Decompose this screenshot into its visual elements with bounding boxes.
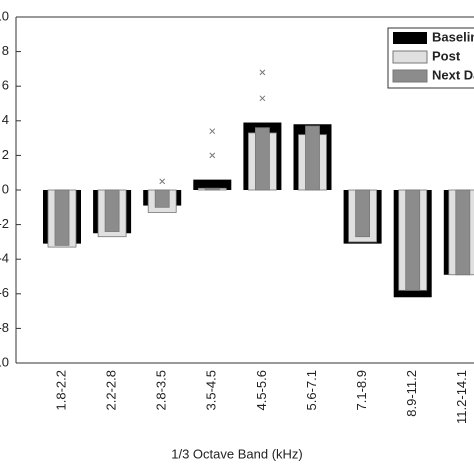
- y-tick-label: 6: [2, 78, 9, 93]
- bar: [54, 189, 70, 246]
- bar: [193, 179, 232, 190]
- x-tick-label: 5.6-7.1: [304, 370, 319, 410]
- outlier: [159, 178, 166, 185]
- outlier: [209, 152, 216, 159]
- y-tick-label: 0: [2, 181, 9, 196]
- legend-label: Next Day: [432, 67, 474, 82]
- x-tick-label: 3.5-4.5: [204, 370, 219, 410]
- x-tick-label: 1.8-2.2: [53, 370, 68, 410]
- y-tick-label: -8: [0, 320, 9, 335]
- legend: Baseline Post Next Day: [387, 27, 474, 89]
- y-tick-label: 2: [2, 147, 9, 162]
- x-axis-label: 1/3 Octave Band (kHz): [171, 446, 303, 461]
- bar: [405, 189, 421, 291]
- y-tick-label: 4: [2, 112, 9, 127]
- y-tick-label: 8: [2, 43, 9, 58]
- bar: [455, 189, 471, 276]
- legend-swatch: [392, 69, 428, 83]
- outlier: [259, 69, 266, 76]
- bar: [104, 189, 120, 232]
- legend-label: Post: [432, 48, 461, 63]
- outlier: [209, 128, 216, 135]
- legend-swatch: [393, 32, 427, 44]
- bar: [204, 187, 220, 191]
- x-tick-label: 4.5-5.6: [254, 370, 269, 410]
- x-tick-label: 8.9-11.2: [404, 370, 419, 417]
- outlier: [259, 95, 266, 102]
- y-tick-label: 10: [0, 8, 9, 23]
- bar: [154, 189, 170, 208]
- x-tick-label: 11.2-14.1: [454, 370, 469, 424]
- bar: [254, 127, 270, 191]
- x-tick-label: 7.1-8.9: [354, 370, 369, 410]
- bar: [305, 125, 320, 191]
- y-tick-label: -4: [0, 251, 9, 266]
- x-tick-label: 2.8-3.5: [154, 370, 169, 410]
- bar: [355, 189, 371, 238]
- y-tick-label: -2: [0, 216, 9, 231]
- y-tick-label: -10: [0, 354, 9, 369]
- legend-label: Baseline: [432, 29, 474, 44]
- x-tick-label: 2.2-2.8: [104, 370, 119, 410]
- y-tick-label: -6: [0, 285, 9, 300]
- legend-swatch: [392, 50, 428, 64]
